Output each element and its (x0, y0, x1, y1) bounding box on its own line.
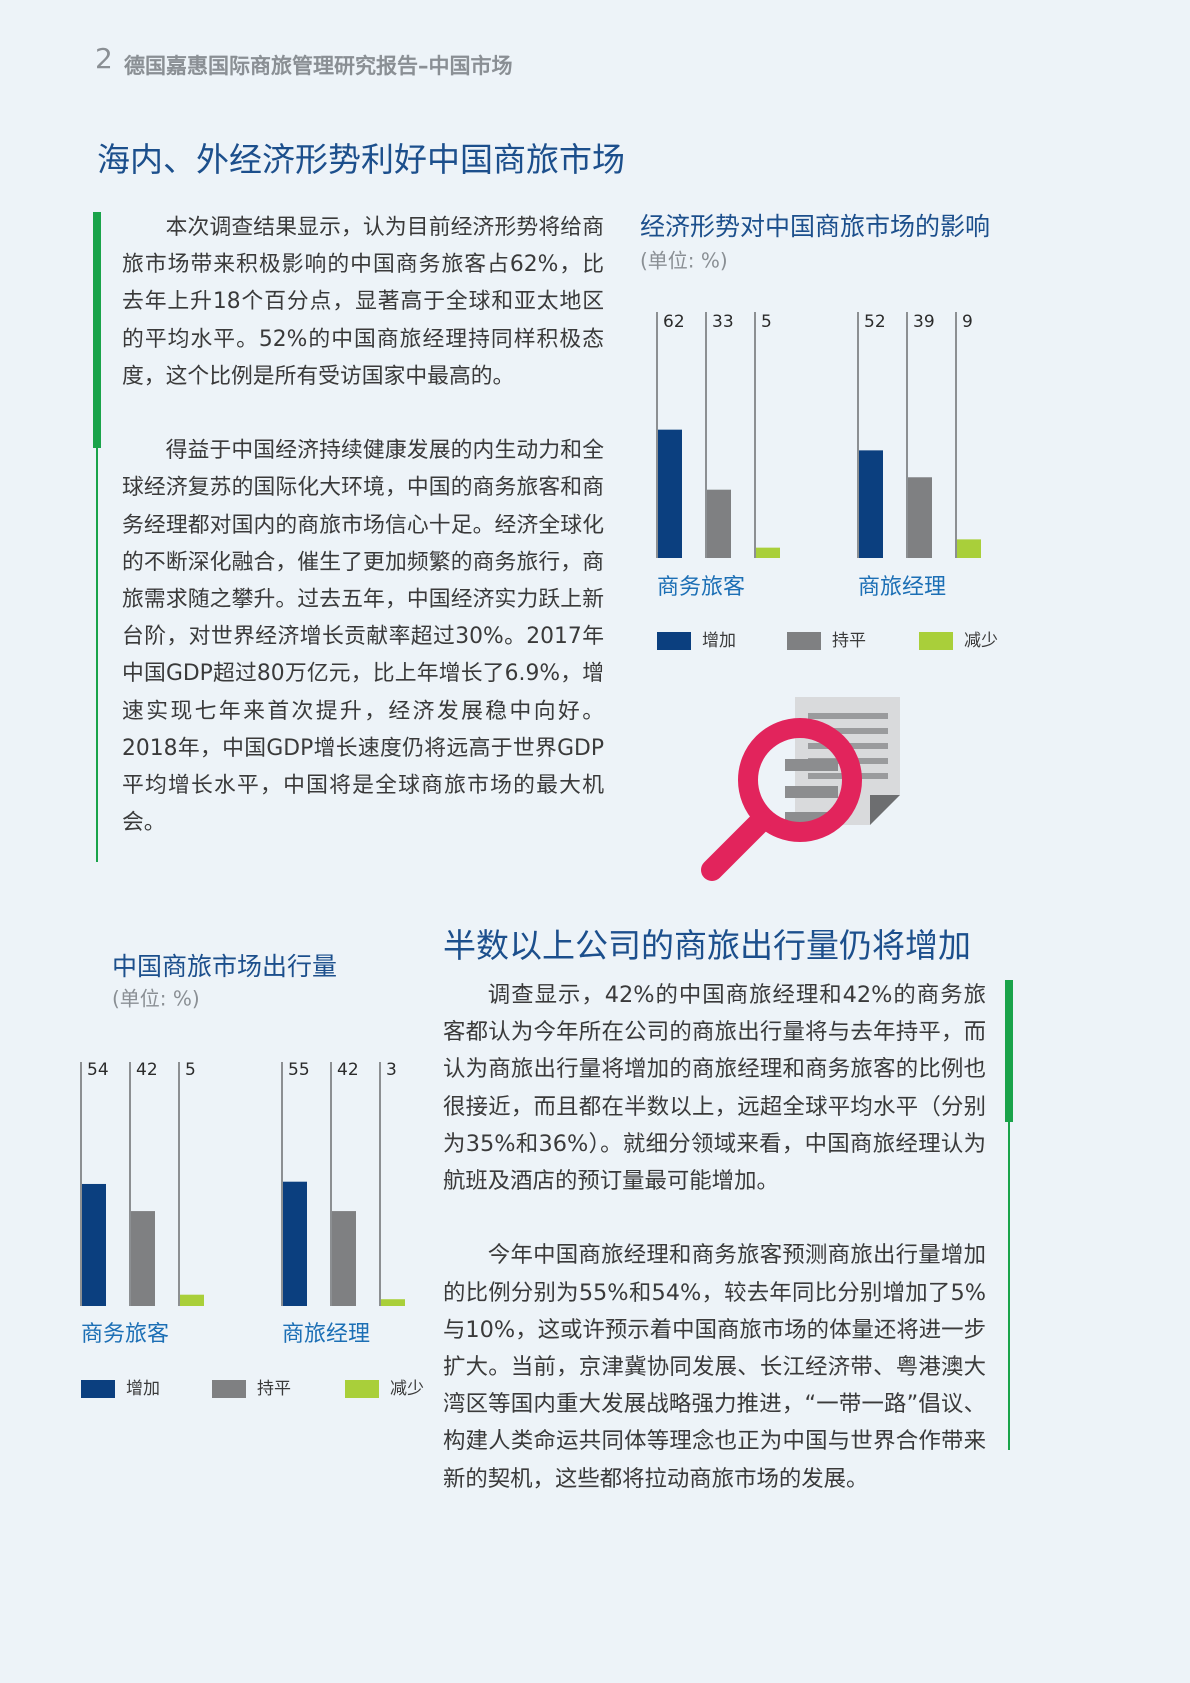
legend-label: 增加 (126, 1379, 160, 1399)
bar (381, 1299, 405, 1306)
bar (957, 539, 981, 558)
page-number: 2 (95, 42, 113, 75)
value-label: 62 (663, 312, 685, 332)
text-column: 调查显示，42%的中国商旅经理和42%的商务旅客都认为今年所在公司的商旅出行量将… (443, 977, 986, 1535)
legend-swatch (919, 632, 953, 650)
legend-label: 减少 (390, 1379, 424, 1399)
legend-label: 减少 (964, 631, 998, 651)
section-heading: 半数以上公司的商旅出行量仍将增加 (443, 926, 971, 965)
accent-line (1008, 1122, 1010, 1450)
legend-swatch (345, 1380, 379, 1398)
bar (82, 1183, 106, 1306)
chart-subtitle: (单位: %) (112, 987, 200, 1011)
legend-swatch (657, 632, 691, 650)
value-label: 54 (87, 1060, 109, 1080)
chart-title: 经济形势对中国商旅市场的影响 (640, 212, 990, 241)
category-label: 商务旅客 (657, 575, 745, 600)
bar (180, 1294, 204, 1306)
value-label: 39 (913, 312, 935, 332)
magnifier-icon (701, 697, 900, 881)
category-label: 商旅经理 (858, 575, 946, 600)
bar (756, 547, 780, 558)
value-label: 5 (185, 1060, 196, 1080)
category-label: 商务旅客 (81, 1322, 169, 1347)
legend-label: 持平 (832, 631, 866, 651)
legend-label: 增加 (702, 631, 736, 651)
text-column: 本次调查结果显示，认为目前经济形势将给商旅市场带来积极影响的中国商务旅客占62%… (122, 209, 604, 879)
bar (908, 477, 932, 558)
legend-label: 持平 (257, 1379, 291, 1399)
bar (283, 1181, 307, 1306)
paragraph: 调查显示，42%的中国商旅经理和42%的商务旅客都认为今年所在公司的商旅出行量将… (443, 982, 986, 1195)
value-label: 9 (962, 312, 973, 332)
bar (707, 489, 731, 558)
value-label: 55 (288, 1060, 310, 1080)
value-label: 42 (136, 1060, 158, 1080)
category-label: 商旅经理 (282, 1322, 370, 1347)
value-label: 42 (337, 1060, 359, 1080)
value-label: 33 (712, 312, 734, 332)
accent-line (96, 448, 98, 862)
legend-swatch (212, 1380, 246, 1398)
value-label: 52 (864, 312, 886, 332)
bar (859, 450, 883, 558)
paragraph: 本次调查结果显示，认为目前经济形势将给商旅市场带来积极影响的中国商务旅客占62%… (122, 215, 604, 389)
bar (332, 1211, 356, 1306)
bar (131, 1211, 155, 1306)
legend-swatch (787, 632, 821, 650)
accent-bar (1005, 980, 1013, 1122)
paragraph: 今年中国商旅经理和商务旅客预测商旅出行量增加的比例分别为55%和54%，较去年同… (443, 1242, 986, 1492)
chart-title: 中国商旅市场出行量 (112, 952, 337, 981)
section-heading: 海内、外经济形势利好中国商旅市场 (97, 140, 625, 179)
value-label: 5 (761, 312, 772, 332)
chart-subtitle: (单位: %) (640, 249, 728, 273)
legend-swatch (81, 1380, 115, 1398)
value-label: 3 (386, 1060, 397, 1080)
paragraph: 得益于中国经济持续健康发展的内生动力和全球经济复苏的国际化大环境，中国的商务旅客… (122, 438, 604, 836)
bar (658, 429, 682, 558)
running-title: 德国嘉惠国际商旅管理研究报告–中国市场 (124, 54, 513, 78)
accent-bar (93, 212, 101, 448)
